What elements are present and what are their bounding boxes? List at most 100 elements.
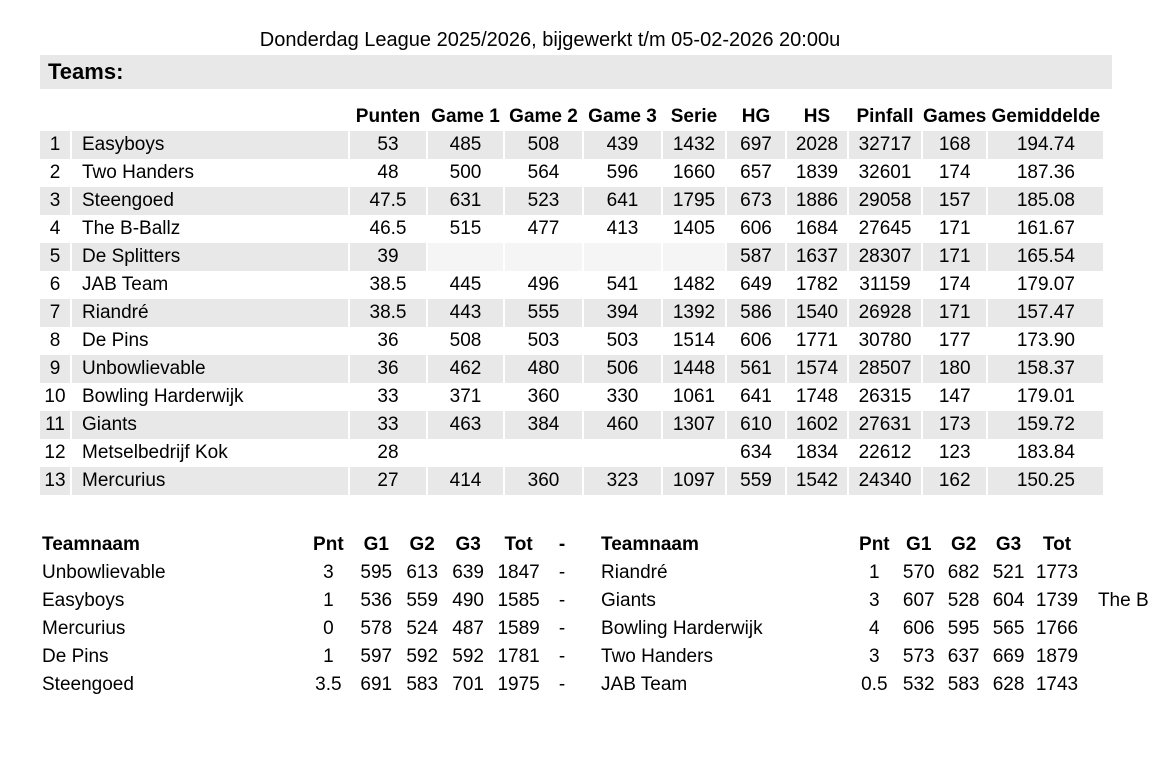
pinfall-cell: 28507 [849,355,921,383]
match-table-left: Teamnaam Pnt G1 G2 G3 Tot - Unbowlievabl… [38,531,579,699]
team-name-cell: Bowling Harderwijk [601,618,763,639]
game2-cell: 508 [505,131,582,159]
g2-cell: 583 [947,674,980,695]
g2-cell: 637 [947,646,980,667]
games-cell: 171 [923,299,987,327]
pnt-cell: 3 [323,562,334,583]
game3-cell [584,243,661,271]
standings-row: 12 Metselbedrijf Kok 28 634 1834 22612 1… [40,439,1103,467]
g2-cell: 595 [947,618,980,639]
serie-cell: 1097 [663,467,725,495]
serie-cell: 1061 [672,386,716,407]
g3-cell: 604 [992,590,1025,611]
match-left-header-row: Teamnaam Pnt G1 G2 G3 Tot - [40,531,577,559]
g1-cell: 570 [902,562,935,583]
game2-cell: 384 [505,411,582,439]
hs-cell: 1886 [787,187,847,215]
game3-cell: 330 [606,386,639,407]
pnt-cell: 1 [323,646,334,667]
game1-cell: 508 [449,330,482,351]
tot-cell: 1879 [1035,646,1079,667]
g1-cell: 606 [902,618,935,639]
game1-cell: 414 [428,467,503,495]
g2-cell: 583 [406,674,439,695]
pnt-cell: 3 [869,646,880,667]
g2-cell: 524 [406,618,439,639]
pnt-cell: 4 [869,618,880,639]
match-separator-header: - [558,534,566,555]
team-name-cell: JAB Team [601,674,688,695]
team-name-cell: Giants [72,411,348,439]
match-col-extra [1084,531,1150,559]
standings-row: 3 Steengoed 47.5 631 523 641 1795 673 18… [40,187,1104,215]
match-left-body: Unbowlievable 3 595 613 639 1847 - Easyb… [40,559,577,699]
hs-cell: 2028 [787,131,847,159]
games-cell: 177 [938,330,971,351]
separator-cell: - [558,562,566,583]
pinfall-cell: 29058 [849,187,921,215]
game1-cell: 371 [449,386,482,407]
hg-cell: 559 [727,467,785,495]
serie-cell: 1405 [672,218,716,239]
serie-cell: 1660 [672,162,716,183]
team-name-cell: Easyboys [42,590,125,611]
g3-cell: 490 [452,590,484,611]
extra-text-cell [1084,671,1150,699]
team-name-cell: Two Handers [601,646,713,667]
hg-cell: 657 [740,162,772,183]
game3-cell: 394 [584,299,661,327]
game2-cell [505,243,582,271]
match-row: Steengoed 3.5 691 583 701 1975 - [40,671,577,699]
pnt-cell: 3.5 [315,674,342,695]
pnt-cell: 0.5 [861,674,888,695]
rank-cell: 1 [40,131,70,159]
g1-cell: 597 [360,646,393,667]
team-name-cell: Riandré [72,299,348,327]
games-cell: 162 [923,467,987,495]
serie-cell: 1482 [672,274,716,295]
game3-cell: 596 [606,162,639,183]
pinfall-cell: 27631 [849,411,921,439]
standings-row: 4 The B-Ballz 46.5 515 477 413 1405 606 … [40,215,1103,243]
hg-cell: 634 [740,442,772,463]
g3-cell: 701 [452,674,484,695]
hg-cell: 673 [727,187,785,215]
g1-cell: 691 [360,674,393,695]
g2-cell: 592 [406,646,439,667]
games-cell: 157 [923,187,987,215]
serie-cell: 1392 [663,299,725,327]
separator-cell: - [558,674,566,695]
hs-cell: 1637 [787,243,847,271]
standings-col-rank [40,103,70,131]
pinfall-cell: 26315 [858,386,912,407]
tot-cell: 1781 [497,646,540,667]
match-col-pnt: Pnt [313,534,344,555]
pnt-cell: 0 [323,618,334,639]
game3-cell: 323 [584,467,661,495]
game1-cell: 515 [449,218,482,239]
serie-cell: 1795 [663,187,725,215]
game1-cell: 500 [449,162,482,183]
match-row: JAB Team 0.5 532 583 628 1743 [599,671,1150,699]
standings-col-game1: Game 1 [431,106,500,127]
g2-cell: 613 [406,562,439,583]
serie-cell: 1432 [663,131,725,159]
punten-cell: 33 [350,411,426,439]
g3-cell: 592 [452,646,484,667]
hg-cell: 697 [727,131,785,159]
teams-section-header: Teams: [40,55,1112,89]
standings-body: 1 Easyboys 53 485 508 439 1432 697 2028 … [40,131,1104,495]
tot-cell: 1766 [1035,618,1079,639]
game2-cell: 564 [527,162,560,183]
gemiddelde-cell: 194.74 [988,131,1104,159]
matches-section: Teamnaam Pnt G1 G2 G3 Tot - Unbowlievabl… [38,531,1152,699]
team-name-cell: Steengoed [72,187,348,215]
g2-cell: 682 [947,562,980,583]
rank-cell: 8 [49,330,61,351]
standings-row: 6 JAB Team 38.5 445 496 541 1482 649 178… [40,271,1103,299]
g1-cell: 578 [360,618,393,639]
hg-cell: 641 [740,386,772,407]
game3-cell: 641 [584,187,661,215]
rank-cell: 13 [40,467,70,495]
game3-cell: 506 [584,355,661,383]
